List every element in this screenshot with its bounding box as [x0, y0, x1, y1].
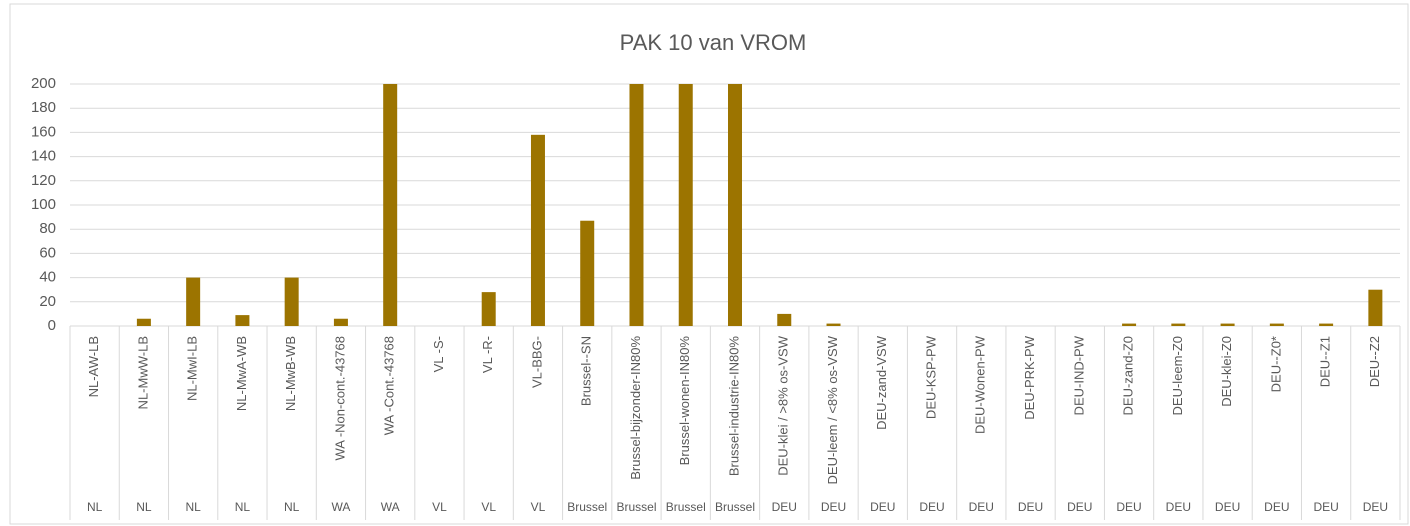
y-tick-label: 20: [39, 293, 56, 310]
x-tick-label: DEU-PRK-PW: [1022, 335, 1037, 420]
group-label: Brussel: [567, 500, 607, 514]
x-tick-label: Brussel--SN: [579, 336, 594, 406]
chart-frame: [9, 3, 1409, 525]
y-tick-label: 120: [31, 172, 56, 189]
x-tick-label: DEU-zand-VSW: [874, 335, 889, 430]
x-tick-label: Brussel-wonen-IN80%: [677, 336, 692, 466]
group-label: Brussel: [616, 500, 656, 514]
group-label: NL: [284, 500, 300, 514]
group-label: DEU: [1018, 500, 1043, 514]
x-tick-label: DEU-Wonen-PW: [973, 335, 988, 434]
bar: [186, 277, 201, 326]
x-tick-label: DEU-klei / >8% os-VSW: [776, 335, 791, 476]
bar: [1368, 289, 1383, 326]
x-tick-label: DEU-leem-Z0: [1170, 336, 1185, 415]
group-label: DEU: [1313, 500, 1338, 514]
y-tick-label: 40: [39, 269, 56, 286]
y-tick-label: 100: [31, 196, 56, 213]
group-label: VL: [531, 500, 546, 514]
bar: [1122, 323, 1137, 326]
x-tick-label: DEU--Z2: [1367, 336, 1382, 387]
bar: [629, 84, 644, 326]
group-label: DEU: [1166, 500, 1191, 514]
bar: [481, 292, 496, 326]
x-tick-label: DEU--Z1: [1318, 336, 1333, 387]
group-label: NL: [87, 500, 103, 514]
group-label: DEU: [969, 500, 994, 514]
chart-title: PAK 10 van VROM: [620, 30, 807, 55]
x-tick-label: DEU-IND-PW: [1071, 335, 1086, 415]
group-label: WA: [331, 500, 350, 514]
group-label: NL: [235, 500, 251, 514]
y-tick-label: 0: [48, 317, 56, 334]
y-tick-label: 160: [31, 123, 56, 140]
bar: [777, 313, 792, 326]
y-tick-label: 200: [31, 75, 56, 92]
bar: [1171, 323, 1186, 326]
x-tick-label: NL-MwW-LB: [135, 336, 150, 409]
group-label: VL: [481, 500, 496, 514]
group-label: NL: [136, 500, 152, 514]
x-tick-label: DEU-leem / <8% os-VSW: [825, 335, 840, 484]
y-tick-label: 180: [31, 99, 56, 116]
x-tick-label: WA -Cont.-43768: [382, 336, 397, 435]
bar: [580, 220, 595, 326]
group-label: WA: [381, 500, 400, 514]
bar: [383, 84, 398, 326]
group-label: DEU: [919, 500, 944, 514]
group-label: DEU: [1363, 500, 1388, 514]
group-label: DEU: [772, 500, 797, 514]
group-label: Brussel: [715, 500, 755, 514]
bar: [136, 318, 151, 326]
group-label: DEU: [1067, 500, 1092, 514]
x-tick-label: DEU-zand-Z0: [1121, 336, 1136, 415]
x-tick-label: VL -S-: [431, 336, 446, 372]
bar: [333, 318, 348, 326]
x-tick-label: NL-AW-LB: [86, 336, 101, 397]
bar: [284, 277, 299, 326]
bar: [728, 84, 742, 326]
bar: [678, 84, 693, 326]
x-tick-label: VL -R-: [480, 336, 495, 373]
x-tick-label: NL-MwI-LB: [185, 336, 200, 401]
group-label: DEU: [870, 500, 895, 514]
x-tick-label: DEU-KSP-PW: [923, 335, 938, 419]
x-tick-label: Brussel-bijzonder-IN80%: [628, 336, 643, 480]
bar: [530, 134, 545, 326]
x-tick-label: NL-MwA-WB: [234, 336, 249, 411]
x-tick-label: NL-MwB-WB: [283, 336, 298, 411]
group-label: DEU: [1215, 500, 1240, 514]
y-tick-label: 60: [39, 244, 56, 261]
x-tick-label: DEU--Z0*: [1268, 336, 1283, 392]
group-label: Brussel: [666, 500, 706, 514]
y-tick-label: 80: [39, 220, 56, 237]
x-tick-label: WA -Non-cont.-43768: [332, 336, 347, 461]
bar: [1220, 323, 1235, 326]
bar: [1319, 323, 1334, 326]
y-tick-label: 140: [31, 148, 56, 165]
group-label: VL: [432, 500, 447, 514]
group-label: DEU: [1264, 500, 1289, 514]
x-tick-label: DEU-klei-Z0: [1219, 336, 1234, 407]
bar: [1269, 323, 1284, 326]
bar: [235, 315, 250, 326]
group-label: DEU: [821, 500, 846, 514]
group-label: NL: [185, 500, 201, 514]
bar: [826, 323, 841, 326]
x-tick-label: Brussel-industrie-IN80%: [726, 336, 741, 477]
x-tick-label: VL-BBG-: [529, 336, 544, 388]
group-label: DEU: [1116, 500, 1141, 514]
